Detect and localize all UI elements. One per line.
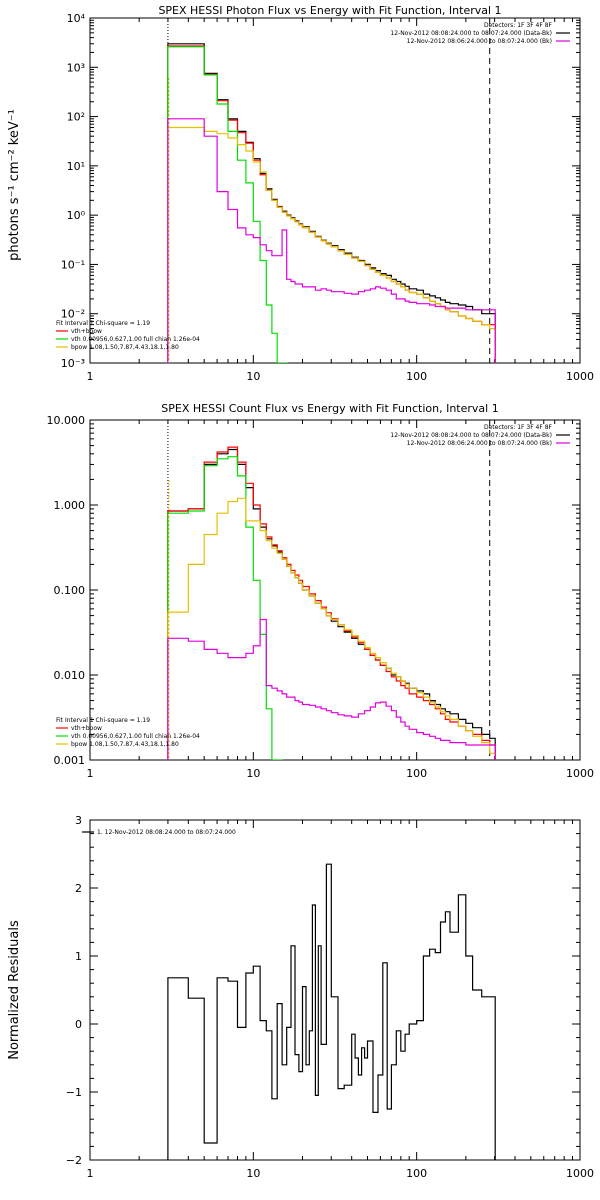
y-tick-label: −2 <box>66 1154 82 1167</box>
y-tick-label: −1 <box>66 1086 82 1099</box>
count-flux-title: SPEX HESSI Count Flux vs Energy with Fit… <box>161 402 498 415</box>
x-tick-label: 10 <box>246 1167 260 1180</box>
legend-entry: Fit Interval 1 Chi-square = 1.19 <box>56 320 150 327</box>
series-background-line <box>167 618 496 760</box>
residuals-frame <box>89 819 581 1161</box>
y-tick-label: 10⁰ <box>67 209 86 222</box>
info-line: 12-Nov-2012 08:08:24.000 to 08:07:24.000… <box>390 432 552 439</box>
photon-flux-ylabel: photons s⁻¹ cm⁻² keV⁻¹ <box>7 109 22 261</box>
y-tick-label: 10.000 <box>47 414 86 427</box>
info-line: 12-Nov-2012 08:08:24.000 to 08:07:24.000… <box>390 30 552 37</box>
legend-entry: vth+bpow <box>71 725 102 732</box>
x-tick-label: 1 <box>87 767 94 780</box>
y-tick-label: 0.100 <box>54 584 86 597</box>
y-tick-label: 10⁻¹ <box>61 258 85 271</box>
residuals-data-layer: 1 10 100 1000 −2 −1 0 1 2 3 1. 12-Nov-2012 08:08:2… <box>66 814 594 1180</box>
legend-entry: bpow 1.08,1.50,7.87,4.43,18.1,1.80 <box>71 344 179 351</box>
photon-flux-frame <box>89 17 581 364</box>
series-bpow-line <box>167 497 496 760</box>
series-bpow-line <box>167 126 496 363</box>
series-vth-line <box>167 456 283 760</box>
series-vth-line <box>167 46 288 363</box>
x-tick-label: 10 <box>246 370 260 383</box>
y-tick-label: 0.001 <box>54 754 86 767</box>
y-tick-label: 10³ <box>67 61 85 74</box>
count-flux-panel: SPEX HESSI Count Flux vs Energy with Fit… <box>47 402 595 780</box>
series-residuals-line <box>167 863 496 1160</box>
y-tick-label: 10⁻² <box>61 308 85 321</box>
y-tick-label: 10¹ <box>67 160 85 173</box>
y-tick-label: 0 <box>75 1018 82 1031</box>
y-tick-label: 2 <box>75 882 82 895</box>
legend-entry: vth 0.00956,0.627,1.00 full chian 1.26e-… <box>71 336 200 343</box>
info-line: 12-Nov-2012 08:06:24.000 to 08:07:24.000… <box>407 38 552 45</box>
legend-entry: bpow 1.08,1.50,7.87,4.43,18.1,1.80 <box>71 741 179 748</box>
y-tick-label: 10⁻³ <box>61 357 85 370</box>
x-tick-label: 1000 <box>566 370 594 383</box>
count-flux-data-layer: 1 10 100 1000 0.001 0.010 0.100 1.000 10.000 Dete… <box>47 414 595 780</box>
legend-entry: 1. 12-Nov-2012 08:08:24.000 to 08:07:24.… <box>97 829 236 836</box>
y-tick-label: 1.000 <box>54 499 86 512</box>
x-tick-label: 100 <box>406 767 427 780</box>
legend-entry: vth 0.00956,0.627,1.00 full chian 1.26e-… <box>71 733 200 740</box>
info-line: Detectors: 1F 3F 4F 8F <box>484 424 553 431</box>
info-line: Detectors: 1F 3F 4F 8F <box>484 22 553 29</box>
x-tick-label: 100 <box>406 1167 427 1180</box>
y-tick-label: 0.010 <box>54 669 86 682</box>
y-tick-label: 10² <box>67 111 85 124</box>
y-tick-label: 10⁴ <box>67 12 86 25</box>
residuals-panel: Normalized Residuals 1 10 100 1000−2−101231… <box>7 814 594 1180</box>
legend-entry: Fit Interval 1 Chi-square = 1.19 <box>56 717 150 724</box>
photon-flux-panel: SPEX HESSI Photon Flux vs Energy with Fi… <box>7 4 594 383</box>
x-tick-label: 1000 <box>566 1167 594 1180</box>
x-tick-label: 1 <box>87 370 94 383</box>
y-tick-label: 3 <box>75 814 82 827</box>
residuals-ylabel: Normalized Residuals <box>7 920 22 1060</box>
x-tick-label: 10 <box>246 767 260 780</box>
y-tick-label: 1 <box>75 950 82 963</box>
photon-flux-data-layer: 1 10 100 1000 10⁻³ 10⁻² 10⁻¹ 10⁰ 10¹ 10² 10³ 10⁴ Det… <box>56 12 594 383</box>
x-tick-label: 1 <box>87 1167 94 1180</box>
info-line: 12-Nov-2012 08:06:24.000 to 08:07:24.000… <box>407 440 552 447</box>
photon-flux-title: SPEX HESSI Photon Flux vs Energy with Fi… <box>158 4 501 17</box>
legend-entry: vth+bpow <box>71 328 102 335</box>
x-tick-label: 100 <box>406 370 427 383</box>
series-total-line <box>167 43 496 363</box>
x-tick-label: 1000 <box>566 767 594 780</box>
series-background-line <box>167 118 496 363</box>
